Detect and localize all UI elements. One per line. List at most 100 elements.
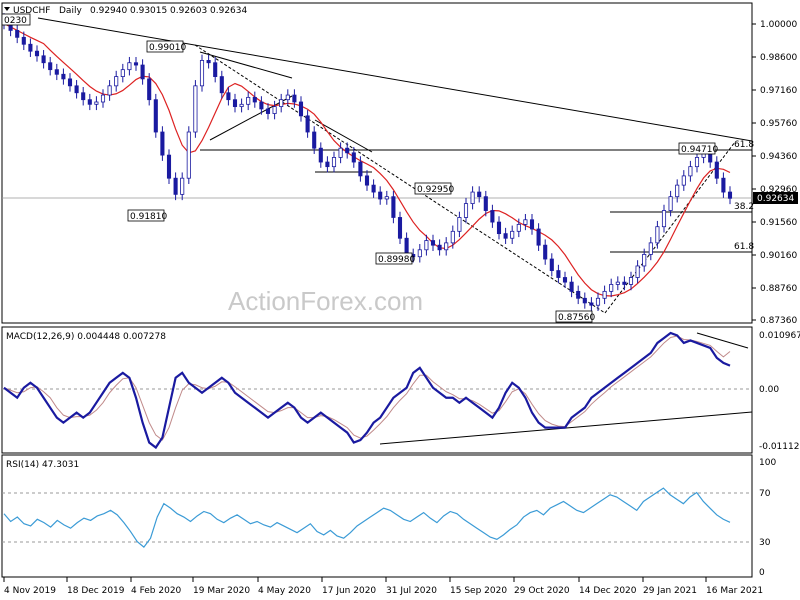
price-timeframe: Daily xyxy=(59,6,82,16)
candle-body xyxy=(523,219,528,225)
candle-body xyxy=(252,96,257,103)
last-price-label: 0.92634 xyxy=(757,194,794,204)
fib-label-38: 38.2 xyxy=(734,202,754,212)
candle-body xyxy=(675,184,680,198)
candle-body xyxy=(463,203,469,218)
price-tick-label: 1.00000 xyxy=(760,20,797,30)
candle-body xyxy=(721,177,726,193)
candle-body xyxy=(490,210,495,223)
candle-body xyxy=(331,157,337,168)
candle-body xyxy=(477,191,482,198)
rsi-line xyxy=(3,487,731,549)
price-tick-label: 0.95760 xyxy=(760,119,797,129)
candle-body xyxy=(140,64,145,80)
moving-average-line xyxy=(3,22,731,297)
candle-body xyxy=(272,106,277,114)
date-tick-label: 4 May 2020 xyxy=(258,586,311,596)
rsi-tick-label: 100 xyxy=(759,458,776,468)
macd-tick-label: -0.011127 xyxy=(759,442,800,452)
candle-body xyxy=(21,36,26,45)
candle-body xyxy=(345,147,350,154)
candle-body xyxy=(483,196,488,211)
price-close: 0.92634 xyxy=(210,6,247,16)
candle-body xyxy=(562,277,568,283)
dashed-rise xyxy=(604,141,736,314)
price-annotation-label: 0.89980 xyxy=(378,255,415,265)
price-annotation-label: 0.94710 xyxy=(681,145,718,155)
date-tick-label: 29 Jan 2021 xyxy=(643,586,697,596)
macd-tick-label: 0.00 xyxy=(759,385,779,395)
price-annotation-label: 0.87560 xyxy=(558,313,595,323)
candle-body xyxy=(318,147,323,163)
candle-body xyxy=(351,152,356,163)
price-panel xyxy=(1,2,753,324)
candle-body xyxy=(226,92,231,101)
candle-body xyxy=(305,115,310,133)
rsi-series-layer xyxy=(3,487,731,549)
date-tick-label: 31 Jul 2020 xyxy=(386,586,437,596)
macd-panel xyxy=(1,326,753,454)
price-tick-label: 0.87360 xyxy=(760,316,797,326)
price-low: 0.92603 xyxy=(170,6,207,16)
candle-body xyxy=(556,270,561,278)
price-annotation-box xyxy=(127,209,165,222)
candle-body xyxy=(292,94,297,103)
candle-body xyxy=(312,131,317,149)
price-tick-label: 0.98600 xyxy=(760,53,797,63)
candle-body xyxy=(87,99,92,105)
price-annotation-box xyxy=(414,182,452,195)
candle-body xyxy=(589,302,594,306)
date-tick-label: 29 Oct 2020 xyxy=(514,586,570,596)
macd-tick-label: 0.010967 xyxy=(759,331,800,341)
candle-body xyxy=(206,60,211,64)
candle-body xyxy=(595,297,601,306)
price-annotation-box xyxy=(555,310,593,323)
candle-body xyxy=(430,240,436,246)
price-annotations-layer: 0.99010 0.91810 0.92950 0.89980 0.87560 0.947… xyxy=(1,13,718,323)
candle-body xyxy=(516,223,521,232)
candle-body xyxy=(378,191,383,200)
candle-body xyxy=(628,277,634,285)
candle-body xyxy=(655,226,660,244)
price-annotation-box xyxy=(1,13,31,26)
candle-body xyxy=(120,69,125,77)
price-tick-label: 0.92960 xyxy=(760,185,797,195)
candle-body xyxy=(444,242,449,251)
candle-body xyxy=(107,85,112,96)
candle-body xyxy=(127,62,132,71)
candle-body xyxy=(219,76,224,94)
price-tick-label: 0.90160 xyxy=(760,251,797,261)
candle-body xyxy=(180,177,185,195)
candle-body xyxy=(173,177,178,195)
candle-body xyxy=(358,161,363,177)
axis-labels-layer: 1.00000 0.98600 0.97160 0.95760 0.94360 0.929… xyxy=(3,20,800,596)
candle-body xyxy=(364,175,370,186)
candle-body xyxy=(404,237,409,255)
candle-body xyxy=(384,196,389,200)
trend-lines xyxy=(2,17,753,445)
candle-body xyxy=(642,254,647,267)
dropdown-triangle-icon[interactable] xyxy=(4,7,10,11)
candle-body xyxy=(153,99,158,133)
candle-body xyxy=(602,290,607,299)
candle-body xyxy=(279,99,284,108)
candle-body xyxy=(397,217,403,239)
candle-body xyxy=(615,281,620,285)
candle-body xyxy=(569,281,574,292)
price-annotation-label: 0.92950 xyxy=(417,185,454,195)
rsi-panel xyxy=(1,454,753,578)
date-tick-label: 17 Jun 2020 xyxy=(322,586,376,596)
candle-body xyxy=(28,43,33,52)
rsi-tick-label: 0 xyxy=(759,568,765,578)
channel-upper xyxy=(314,119,373,153)
candle-body xyxy=(285,94,290,101)
candle-body xyxy=(727,191,733,199)
candle-body xyxy=(48,62,53,71)
candle-body xyxy=(34,50,40,57)
candle-body xyxy=(496,221,502,235)
candle-body xyxy=(661,210,667,228)
candle-body xyxy=(371,184,376,193)
candle-body xyxy=(193,85,198,133)
candle-body xyxy=(549,258,554,271)
candle-body xyxy=(622,281,627,285)
